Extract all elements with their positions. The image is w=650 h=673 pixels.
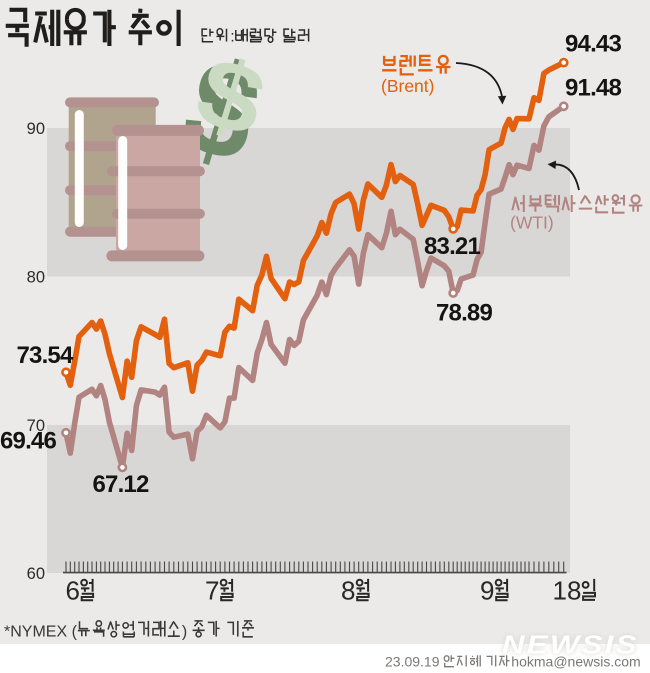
svg-text:94.43: 94.43 bbox=[565, 31, 622, 58]
svg-text:7: 7 bbox=[205, 576, 219, 606]
svg-text:83.21: 83.21 bbox=[424, 233, 481, 260]
svg-text:): ) bbox=[182, 624, 187, 641]
svg-text:69.46: 69.46 bbox=[0, 428, 56, 455]
svg-text:NEWSIS: NEWSIS bbox=[502, 631, 639, 660]
svg-text:73.54: 73.54 bbox=[16, 342, 74, 369]
svg-text:(WTI): (WTI) bbox=[510, 213, 554, 233]
svg-text:60: 60 bbox=[27, 565, 45, 583]
svg-text:18: 18 bbox=[553, 576, 582, 606]
svg-text:78.89: 78.89 bbox=[436, 300, 493, 327]
svg-text::: : bbox=[230, 29, 234, 46]
svg-text:80: 80 bbox=[27, 269, 45, 287]
svg-text:(Brent): (Brent) bbox=[381, 76, 434, 96]
svg-text:*NYMEX (: *NYMEX ( bbox=[4, 624, 78, 641]
svg-text:NEWSIS: NEWSIS bbox=[502, 631, 639, 660]
svg-text:23.09.19: 23.09.19 bbox=[385, 654, 440, 670]
svg-text:6: 6 bbox=[66, 576, 80, 606]
svg-text:70: 70 bbox=[27, 417, 45, 435]
svg-text:91.48: 91.48 bbox=[565, 75, 622, 102]
svg-text:8: 8 bbox=[341, 576, 355, 606]
svg-text:hokma@newsis.com: hokma@newsis.com bbox=[511, 654, 640, 670]
svg-text:9: 9 bbox=[480, 576, 494, 606]
svg-text:90: 90 bbox=[27, 120, 45, 138]
svg-text:67.12: 67.12 bbox=[92, 471, 149, 498]
